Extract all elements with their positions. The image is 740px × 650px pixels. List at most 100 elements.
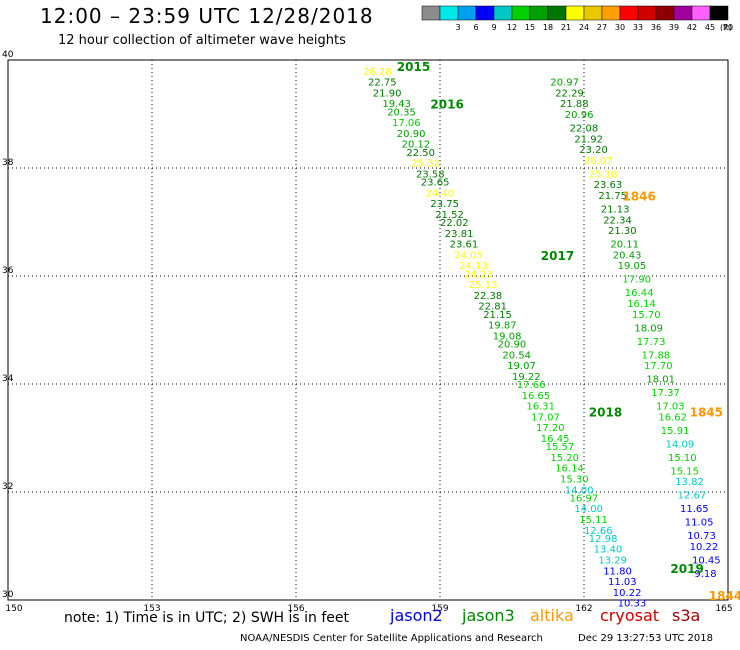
wave-height-value: 14.09 [666,439,695,450]
x-tick-label: 156 [287,604,304,614]
wave-height-value: 16.31 [526,402,555,413]
wave-height-value: 20.90 [498,340,527,351]
wave-height-value: 15.30 [560,475,589,486]
wave-height-value: 22.29 [555,88,584,99]
wave-height-value: 21.30 [608,226,637,237]
scale-label: 27 [597,23,607,32]
wave-height-value: 13.29 [598,556,627,567]
grid-layer [8,60,728,600]
time-label: 2017 [541,249,574,263]
wave-height-value: 23.58 [416,169,445,180]
scale-swatch [709,5,729,21]
wave-height-value: 10.73 [687,531,716,542]
wave-height-value: 22.50 [406,148,435,159]
wave-height-value: 22.75 [368,78,397,89]
wave-height-value: 12.98 [589,534,618,545]
wave-height-value: 11.05 [685,518,714,529]
scale-swatch [565,5,585,21]
wave-height-value: 16.65 [522,391,551,402]
wave-height-value: 21.92 [574,134,603,145]
wave-height-value: 16.45 [541,434,570,445]
scale-swatch [529,5,549,21]
note-text: note: 1) Time is in UTC; 2) SWH is in fe… [64,610,350,626]
wave-height-value: 11.80 [603,566,632,577]
wave-height-value: 25.32 [411,159,440,170]
scale-swatch [547,5,567,21]
x-tick-label: 159 [431,604,448,614]
scale-label: 6 [473,23,478,32]
chart-title: 12:00 – 23:59 UTC 12/28/2018 [40,4,374,28]
y-tick-label: 38 [2,158,14,168]
wave-height-value: 20.97 [550,78,579,89]
scale-swatch [511,5,531,21]
scale-swatch [421,5,441,21]
scale-swatch [583,5,603,21]
wave-height-value: 18.09 [634,323,663,334]
wave-height-value: 20.43 [613,250,642,261]
wave-height-value: 15.91 [661,426,690,437]
track-1: 26.2822.7521.9019.4320.3517.0620.9020.12… [363,67,646,610]
footer-credit: NOAA/NESDIS Center for Satellite Applica… [240,633,543,644]
time-label: 2018 [589,405,622,419]
wave-height-value: 17.88 [642,350,671,361]
wave-height-value: 20.90 [397,129,426,140]
wave-height-value: 17.06 [392,118,421,129]
wave-height-value: 20.54 [502,350,531,361]
wave-height-value: 15.20 [550,453,579,464]
wave-height-value: 16.44 [625,288,654,299]
scale-label: 36 [651,23,661,32]
scale-swatch [691,5,711,21]
wave-height-value: 20.96 [565,110,594,121]
legend-altika: altika [530,606,574,625]
wave-height-value: 17.07 [531,412,560,423]
wave-height-value: 19.07 [507,361,536,372]
wave-height-value: 21.15 [483,310,512,321]
scale-label: 42 [687,23,697,32]
wave-height-value: 23.75 [430,199,459,210]
wave-height-value: 13.82 [675,477,704,488]
legend-jason2: jason2 [390,606,443,625]
legend-jason3: jason3 [462,606,515,625]
wave-height-value: 10.22 [613,588,642,599]
wave-height-value: 17.03 [656,402,685,413]
wave-height-value: 10.22 [690,542,719,553]
wave-height-value: 15.15 [670,466,699,477]
wave-height-value: 25.18 [589,169,618,180]
wave-height-value: 18.01 [646,375,675,386]
scale-label: 12 [507,23,517,32]
wave-height-value: 24.40 [426,188,455,199]
wave-height-value: 23.61 [450,240,479,251]
chart-subtitle: 12 hour collection of altimeter wave hei… [58,33,346,48]
color-scale: 3 6 9 12 15 18 21 24 27 30 33 36 39 42 45 70(ft) [421,5,733,32]
wave-height-value: 23.81 [445,229,474,240]
wave-height-value: 19.87 [488,321,517,332]
x-tick-label: 150 [5,604,22,614]
points-layer: 26.2822.7521.9019.4320.3517.0620.9020.12… [363,67,720,610]
wave-height-value: 15.10 [668,453,697,464]
wave-height-value: 23.63 [594,180,623,191]
scale-label: 9 [491,23,496,32]
footer-timestamp: Dec 29 13:27:53 UTC 2018 [578,633,713,644]
time-label: 2016 [430,98,463,112]
scale-swatch [457,5,477,21]
wave-height-value: 15.70 [632,310,661,321]
wave-height-value: 22.34 [603,215,632,226]
wave-height-value: 16.97 [570,493,599,504]
wave-height-value: 20.12 [402,140,431,151]
wave-height-value: 17.20 [536,423,565,434]
scale-label: 15 [525,23,535,32]
axis-layer: 150 153 156 159 162 165 30 32 34 36 38 40 [2,50,733,614]
wave-height-value: 10.45 [692,556,721,567]
time-label: 2019 [670,562,703,576]
wave-height-value: 14.00 [574,504,603,515]
wave-height-value: 19.22 [512,372,541,383]
wave-height-value: 24.23 [464,269,493,280]
wave-height-value: 23.65 [421,178,450,189]
scale-label: 70 [723,23,733,32]
labels-layer: 2015 2016 2017 2018 2019 1846 1845 1844 [397,60,740,603]
wave-height-value: 10.33 [618,599,647,610]
wave-height-value: 22.38 [474,291,503,302]
wave-height-value: 9.18 [694,569,716,580]
scale-swatch [637,5,657,21]
